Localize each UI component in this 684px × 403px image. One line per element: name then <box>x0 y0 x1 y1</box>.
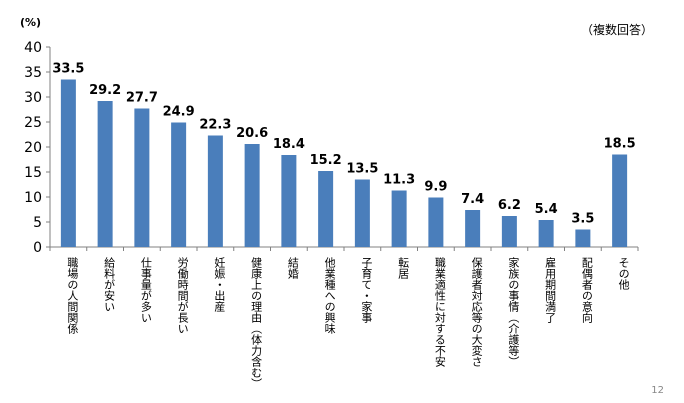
data-label: 18.4 <box>273 137 305 152</box>
data-label: 7.4 <box>461 192 484 207</box>
data-label: 5.4 <box>535 202 558 217</box>
category-label: 職場の人間関係 <box>66 257 79 335</box>
data-label: 3.5 <box>571 212 594 227</box>
bar <box>281 155 297 247</box>
bar <box>171 122 187 247</box>
y-tick-label: 10 <box>24 190 42 206</box>
category-label: 職業適性に対する不安 <box>433 257 446 368</box>
bar <box>501 216 517 247</box>
bar <box>354 179 370 247</box>
category-label: 労働時間が長い <box>176 256 189 334</box>
category-label: 仕事量が多い <box>139 257 152 323</box>
category-labels: 職場の人間関係 給料が安い 仕事量が多い 労働時間が長い 妊娠・出産 健康上の理由（体力含… <box>66 256 630 389</box>
category-label: 保護者対応等の大変さ <box>470 256 483 367</box>
y-tick-label: 30 <box>24 90 42 106</box>
value-labels: 33.5 29.2 27.7 24.9 22.3 20.6 18.4 15.2 13.5 11.3… <box>52 62 635 227</box>
data-label: 24.9 <box>163 105 195 120</box>
bar <box>207 135 223 247</box>
category-label: 家族の事情（介護等） <box>507 256 520 367</box>
bars <box>60 79 628 247</box>
multiple-answer-note: （複数回答） <box>581 22 653 37</box>
category-label: 他業種への興味 <box>323 257 336 334</box>
category-label: その他 <box>617 257 630 290</box>
category-label: 健康上の理由（体力含む） <box>250 257 263 389</box>
category-label: 配偶者の意向 <box>580 257 593 323</box>
bar <box>612 154 628 247</box>
category-label: 結婚 <box>286 256 299 280</box>
data-label: 9.9 <box>424 180 447 195</box>
data-label: 11.3 <box>383 173 415 188</box>
y-tick-label: 5 <box>33 215 42 231</box>
y-tick-label: 35 <box>24 65 42 81</box>
bar <box>97 101 113 247</box>
bar <box>318 171 334 247</box>
data-label: 18.5 <box>604 137 636 152</box>
unit-label: (%) <box>20 16 41 29</box>
bar <box>465 210 481 247</box>
page-number: 12 <box>651 385 664 396</box>
category-label: 雇用期間満了 <box>544 256 557 323</box>
data-label: 27.7 <box>126 91 158 106</box>
bar <box>538 220 554 247</box>
data-label: 29.2 <box>89 83 121 98</box>
bar <box>60 79 76 247</box>
y-tick-label: 25 <box>24 115 42 131</box>
bar <box>575 229 591 247</box>
y-tick-label: 40 <box>24 40 42 56</box>
category-label: 妊娠・出産 <box>213 256 226 313</box>
data-label: 22.3 <box>199 118 231 133</box>
category-label: 転居 <box>397 257 410 280</box>
bar <box>428 197 444 247</box>
bar <box>134 108 150 247</box>
data-label: 6.2 <box>498 198 521 213</box>
category-label: 給料が安い <box>103 256 116 312</box>
bar <box>244 144 260 247</box>
y-tick-label: 0 <box>33 240 42 256</box>
y-tick-label: 15 <box>24 165 42 181</box>
y-tick-label: 20 <box>24 140 42 156</box>
data-label: 13.5 <box>346 162 378 177</box>
data-label: 20.6 <box>236 126 268 141</box>
data-label: 15.2 <box>310 153 342 168</box>
bar <box>391 190 407 247</box>
data-label: 33.5 <box>52 62 84 77</box>
category-label: 子育て・家事 <box>360 257 373 323</box>
